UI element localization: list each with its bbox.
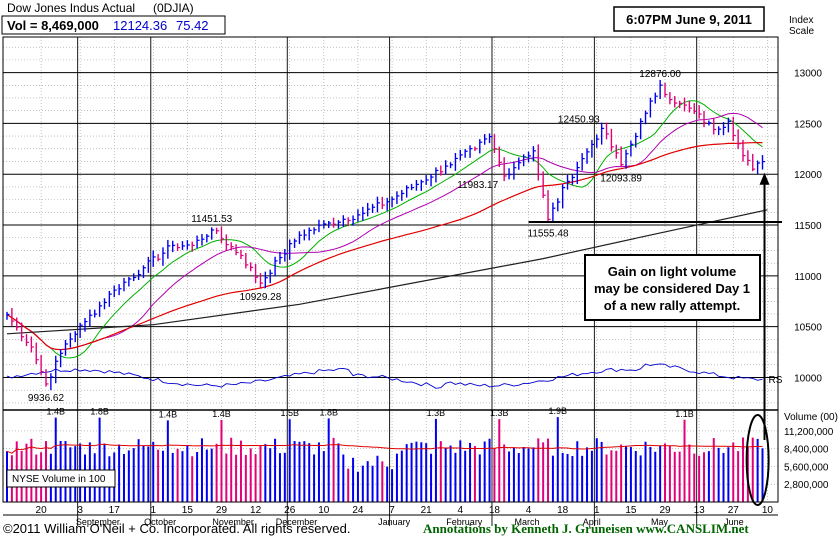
- month-label: April: [583, 517, 601, 527]
- month-label: October: [144, 517, 176, 527]
- month-label: February: [446, 517, 483, 527]
- y-tick-label: 10500: [794, 323, 822, 334]
- x-tick-label: 20: [36, 505, 48, 516]
- y-tick-label: 11000: [794, 272, 822, 283]
- volume-tick-label: 11,200,000: [784, 427, 834, 438]
- ma10-line: [6, 100, 763, 359]
- x-tick-label: 7: [389, 505, 395, 516]
- timestamp: 6:07PM June 9, 2011: [626, 12, 752, 27]
- y-tick-label: 12000: [794, 170, 822, 181]
- x-tick-label: 4: [526, 505, 532, 516]
- x-tick-label: 15: [182, 505, 194, 516]
- x-tick-label: 1: [150, 505, 156, 516]
- stats-box: [1, 15, 226, 35]
- y-tick-label: 12500: [794, 119, 822, 130]
- volume-label-box: [6, 469, 116, 488]
- x-tick-label: 1: [594, 505, 600, 516]
- annotation-line-3: of a new rally attempt.: [604, 298, 741, 313]
- volume-spike-label: 1.8B: [90, 407, 109, 417]
- copyright: ©2011 William O'Neil + Co. Incorporated.…: [3, 521, 350, 536]
- x-tick-label: 3: [77, 505, 83, 516]
- chart-title: Dow Jones Indus Actual: [7, 1, 135, 15]
- volume-axis-title: Volume (00): [784, 412, 838, 423]
- volume-spike-label: 1.1B: [675, 409, 694, 419]
- month-label: December: [276, 517, 318, 527]
- volume-spike-label: 1.4B: [159, 409, 178, 419]
- x-tick-label: 26: [284, 505, 296, 516]
- volume-spike-label: 1.4B: [46, 407, 65, 417]
- volume-readout: Vol = 8,469,000: [7, 18, 99, 33]
- month-label: January: [378, 517, 411, 527]
- moving-averages: [6, 100, 768, 389]
- x-tick-label: 10: [762, 505, 774, 516]
- volume-tick-label: 2,800,000: [784, 480, 829, 491]
- volume-tick-label: 5,600,000: [784, 462, 829, 473]
- x-tick-label: 29: [659, 505, 671, 516]
- index-scale-label: Index: [789, 15, 813, 26]
- x-tick-label: 10: [318, 505, 330, 516]
- rs-label: RS: [769, 375, 783, 386]
- x-tick-label: 13: [694, 505, 706, 516]
- volume-bars: [6, 417, 764, 502]
- month-label: November: [212, 517, 254, 527]
- month-label: March: [515, 517, 540, 527]
- month-label: June: [724, 517, 744, 527]
- x-tick-label: 21: [421, 505, 433, 516]
- annotation-box: [584, 254, 761, 321]
- price-label: 9936.62: [28, 393, 65, 404]
- rs-line: [6, 363, 763, 389]
- x-tick-label: 24: [352, 505, 364, 516]
- y-tick-label: 13000: [794, 69, 822, 80]
- price-labels: RS 1.4B 1.8B 1.4B 1.4B 1.5B 1.8B 1.3B 1.3B 1.9B 1.…: [28, 69, 783, 419]
- axes: 11,200,000 8,400,000 5,600,000 2,800,000 20 3…: [2, 36, 834, 527]
- month-label: May: [651, 517, 669, 527]
- volume-ma-line: [6, 443, 763, 454]
- x-tick-label: 17: [109, 505, 121, 516]
- index-scale-label-2: Scale: [789, 26, 814, 37]
- annotation-line-1: Gain on light volume: [608, 264, 737, 279]
- x-tick-label: 4: [458, 505, 464, 516]
- x-tick-label: 18: [489, 505, 501, 516]
- annotation-arrows: [528, 172, 782, 506]
- ticker-symbol: (0DJIA): [153, 1, 194, 15]
- x-tick-label: 29: [216, 505, 228, 516]
- volume-spike-label: 1.3B: [427, 408, 446, 418]
- price-label: 12876.00: [639, 69, 681, 80]
- ma50-line: [6, 142, 763, 351]
- ma200-line: [6, 209, 768, 335]
- x-tick-label: 12: [250, 505, 262, 516]
- arrow-head: [759, 172, 770, 185]
- annotation-line-2: may be considered Day 1: [594, 281, 750, 296]
- volume-spike-label: 1.8B: [319, 407, 338, 417]
- volume-spike-label: 1.5B: [280, 408, 299, 418]
- last-price: 12124.36: [113, 18, 167, 33]
- price-label: 12093.89: [600, 174, 642, 185]
- volume-spike-label: 1.3B: [490, 408, 509, 418]
- price-change: 75.42: [176, 18, 209, 33]
- y-tick-label: 10000: [794, 374, 822, 385]
- timestamp-box: [613, 6, 765, 32]
- volume-tick-label: 8,400,000: [784, 445, 829, 456]
- plot-frame: [2, 36, 779, 503]
- annotation-credit: Annotations by Kenneth J. Gruneisen www.…: [423, 521, 749, 536]
- price-label: 11451.53: [191, 214, 232, 225]
- volume-panel-label: NYSE Volume in 100: [12, 474, 106, 485]
- x-tick-label: 15: [625, 505, 637, 516]
- x-tick-label: 18: [557, 505, 569, 516]
- price-label: 11983.17: [457, 180, 498, 191]
- x-tick-label: 27: [728, 505, 740, 516]
- price-bars: [6, 80, 766, 391]
- price-label: 10929.28: [240, 292, 282, 303]
- price-label: 12450.93: [558, 114, 600, 125]
- y-tick-label: 11500: [794, 221, 822, 232]
- month-label: September: [76, 517, 120, 527]
- volume-spike-label: 1.9B: [549, 406, 568, 416]
- volume-highlight-ellipse: [745, 414, 770, 506]
- volume-spike-label: 1.4B: [212, 409, 231, 419]
- price-label: 11555.48: [528, 228, 569, 239]
